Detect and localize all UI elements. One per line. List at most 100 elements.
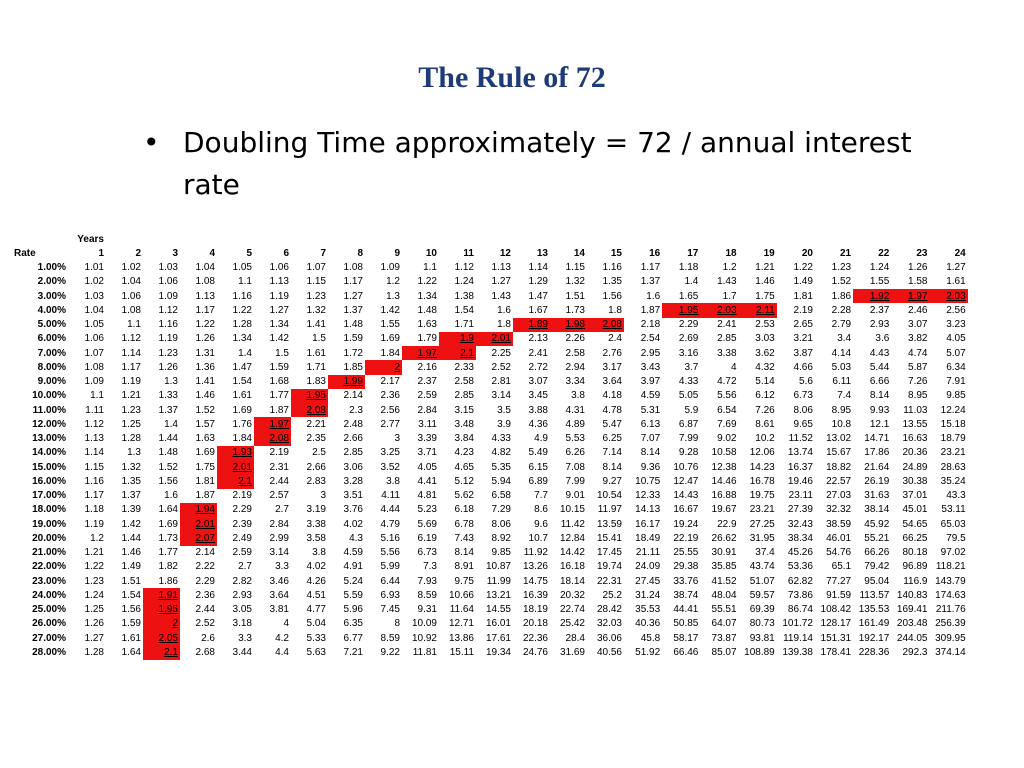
value-cell: 19.24 bbox=[673, 518, 699, 530]
value-cell: 2.31 bbox=[269, 461, 289, 473]
value-cell: 1.02 bbox=[121, 262, 141, 274]
value-cell: 66.26 bbox=[864, 547, 890, 559]
value-cell: 1.13 bbox=[491, 262, 511, 274]
value-cell: 1.19 bbox=[121, 376, 141, 388]
highlighted-value-cell: 2 bbox=[143, 616, 180, 631]
value-cell: 1.14 bbox=[84, 447, 104, 459]
rate-cell: 15.00% bbox=[32, 461, 66, 473]
value-cell: 5.49 bbox=[528, 447, 548, 459]
value-cell: 1.16 bbox=[158, 319, 178, 331]
table-row: 5.00% 1.05 1.1 1.16 1.22 1.28 1.34 1.41 1.48 1.55… bbox=[0, 317, 968, 332]
highlighted-value-cell: 2.1 bbox=[217, 474, 254, 489]
value-cell: 1.23 bbox=[831, 262, 852, 274]
value-cell: 14.23 bbox=[749, 461, 775, 473]
value-cell: 2.68 bbox=[195, 646, 215, 658]
value-cell: 2.28 bbox=[831, 304, 852, 316]
value-cell: 26.62 bbox=[711, 532, 737, 544]
table-row: 4.00% 1.04 1.08 1.12 1.17 1.22 1.27 1.32 1.37 1.4… bbox=[0, 303, 968, 318]
value-cell: 5.62 bbox=[454, 490, 474, 502]
value-cell: 1.13 bbox=[195, 290, 215, 302]
value-cell: 1.16 bbox=[602, 262, 622, 274]
value-cell: 1.31 bbox=[195, 347, 215, 359]
value-cell: 1.51 bbox=[121, 575, 141, 587]
value-cell: 1.84 bbox=[232, 433, 252, 445]
value-cell: 5.16 bbox=[380, 532, 400, 544]
value-cell: 3.3 bbox=[275, 561, 289, 573]
value-cell: 2.6 bbox=[201, 632, 215, 644]
value-cell: 1.22 bbox=[417, 276, 437, 288]
value-cell: 2.58 bbox=[565, 347, 585, 359]
value-cell: 16.37 bbox=[787, 461, 813, 473]
value-cell: 1.23 bbox=[158, 347, 178, 359]
value-cell: 4.02 bbox=[343, 518, 363, 530]
value-cell: 3.76 bbox=[343, 504, 363, 516]
value-cell: 3.14 bbox=[491, 390, 511, 402]
rate-cell: 28.00% bbox=[32, 646, 66, 658]
value-cell: 1.63 bbox=[417, 319, 437, 331]
value-cell: 9.85 bbox=[946, 390, 966, 402]
value-cell: 1.75 bbox=[195, 461, 215, 473]
value-cell: 2.7 bbox=[238, 561, 252, 573]
rate-cell: 18.00% bbox=[32, 504, 66, 516]
value-cell: 4.79 bbox=[380, 518, 400, 530]
value-cell: 16.78 bbox=[749, 475, 775, 487]
bullet-mark: • bbox=[143, 126, 160, 159]
table-row: 10.00% 1.1 1.21 1.33 1.46 1.61 1.77 1.95 2.14 2.3… bbox=[0, 388, 968, 403]
value-cell: 1.02 bbox=[84, 276, 104, 288]
value-cell: 1.87 bbox=[640, 304, 661, 316]
value-cell: 1.49 bbox=[793, 276, 813, 288]
value-cell: 3.06 bbox=[343, 461, 363, 473]
value-cell: 4.36 bbox=[528, 418, 548, 430]
value-cell: 11.42 bbox=[560, 518, 585, 530]
rate-cell: 16.00% bbox=[32, 475, 66, 487]
value-cell: 2.46 bbox=[908, 304, 928, 316]
value-cell: 14.13 bbox=[635, 504, 661, 516]
value-cell: 4.43 bbox=[869, 347, 890, 359]
value-cell: 6.13 bbox=[640, 418, 661, 430]
value-cell: 51.07 bbox=[749, 575, 775, 587]
value-cell: 2.79 bbox=[831, 319, 852, 331]
value-cell: 1.75 bbox=[755, 290, 775, 302]
value-cell: 4.23 bbox=[454, 447, 474, 459]
value-cell: 1.2 bbox=[386, 276, 400, 288]
value-cell: 50.85 bbox=[673, 618, 699, 630]
value-cell: 2.94 bbox=[565, 361, 585, 373]
value-cell: 16.67 bbox=[673, 504, 699, 516]
value-cell: 14.55 bbox=[485, 604, 511, 616]
value-cell: 3.16 bbox=[678, 347, 699, 359]
value-cell: 4 bbox=[731, 361, 737, 373]
value-cell: 1.56 bbox=[158, 475, 178, 487]
value-cell: 1.69 bbox=[232, 404, 252, 416]
value-cell: 3 bbox=[394, 433, 400, 445]
value-cell: 3.38 bbox=[717, 347, 737, 359]
value-cell: 80.73 bbox=[749, 618, 775, 630]
rate-cell: 7.00% bbox=[37, 347, 66, 359]
value-cell: 2.48 bbox=[343, 418, 363, 430]
value-cell: 1.19 bbox=[158, 333, 178, 345]
table-row: 21.00% 1.21 1.46 1.77 2.14 2.59 3.14 3.8 4.59 5.5… bbox=[0, 546, 968, 560]
highlighted-value-cell: 1.92 bbox=[853, 289, 892, 304]
value-cell: 1.33 bbox=[158, 390, 178, 402]
value-cell: 33.76 bbox=[673, 575, 699, 587]
value-cell: 5.23 bbox=[417, 504, 437, 516]
value-cell: 1.28 bbox=[84, 646, 104, 658]
value-cell: 9.27 bbox=[602, 475, 622, 487]
value-cell: 1.64 bbox=[158, 504, 178, 516]
value-cell: 1.36 bbox=[195, 361, 215, 373]
rate-cell: 14.00% bbox=[32, 447, 66, 459]
value-cell: 1.17 bbox=[84, 490, 104, 502]
value-cell: 46.01 bbox=[826, 532, 852, 544]
value-cell: 1.17 bbox=[640, 262, 661, 274]
value-cell: 7.4 bbox=[837, 390, 852, 402]
value-cell: 1.4 bbox=[684, 276, 699, 288]
value-cell: 51.92 bbox=[635, 646, 661, 658]
value-cell: 13.26 bbox=[522, 561, 548, 573]
value-cell: 28.4 bbox=[565, 632, 585, 644]
value-cell: 3.25 bbox=[380, 447, 400, 459]
rate-cell: 9.00% bbox=[37, 376, 66, 388]
value-cell: 1.22 bbox=[232, 304, 252, 316]
value-cell: 178.41 bbox=[820, 646, 852, 658]
value-cell: 4.05 bbox=[417, 461, 437, 473]
value-cell: 13.74 bbox=[787, 447, 813, 459]
value-cell: 38.14 bbox=[864, 504, 890, 516]
